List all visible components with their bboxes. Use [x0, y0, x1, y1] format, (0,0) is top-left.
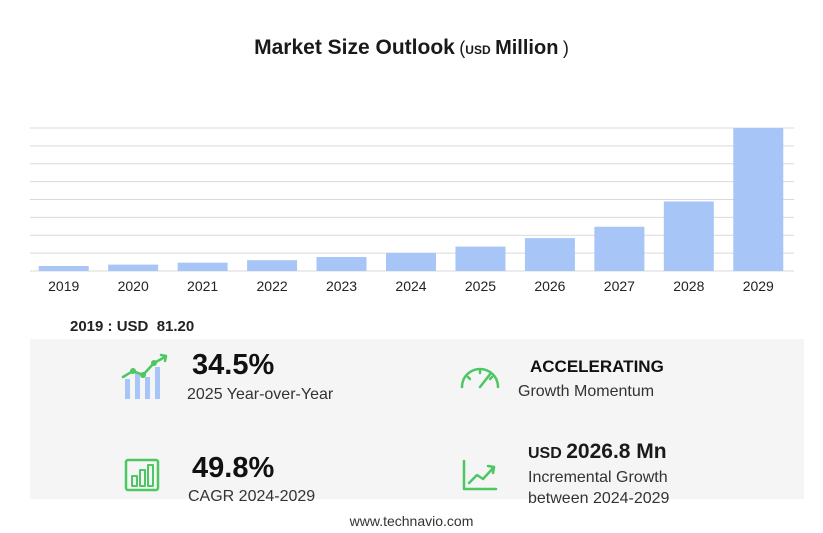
speedometer-icon — [460, 367, 500, 389]
unit-currency: USD — [465, 43, 491, 57]
incremental-label-2: between 2024-2029 — [528, 490, 670, 507]
bar-2022 — [247, 260, 298, 271]
growth-chart-icon — [121, 353, 168, 399]
incremental-value: 2026.8 Mn — [566, 440, 667, 463]
incremental-label-1: Incremental Growth — [528, 469, 668, 486]
cagr-label: CAGR 2024-2029 — [188, 488, 316, 505]
unit-open-paren: ( — [459, 38, 466, 58]
x-tick-2022: 2022 — [257, 278, 288, 294]
bar-2019 — [38, 266, 89, 271]
bar-2021 — [177, 262, 228, 271]
cagr-value: 49.8% — [192, 452, 275, 484]
x-tick-2025: 2025 — [465, 278, 496, 294]
stats-panel: 34.5% 2025 Year-over-Year ACCELERATING G… — [30, 339, 804, 507]
bar-2026 — [524, 238, 575, 271]
x-tick-2027: 2027 — [604, 278, 635, 294]
bar-chart-icon — [124, 458, 160, 492]
momentum-label: Growth Momentum — [518, 383, 655, 400]
x-tick-2028: 2028 — [673, 278, 704, 294]
x-tick-2020: 2020 — [118, 278, 149, 294]
incremental-unit: USD — [528, 445, 562, 462]
chart-title: Market Size Outlook — [254, 36, 455, 59]
base-year-value: 2019 : USD 81.20 — [70, 318, 195, 335]
bar-chart: 2019 2020 2021 2022 2023 2024 2025 2026 2027 2028… — [30, 127, 794, 294]
bar-2029 — [733, 128, 784, 271]
chart-x-ticks: 2019 2020 2021 2022 2023 2024 2025 2026 2027 2028… — [48, 278, 774, 294]
unit-close-paren: ) — [562, 38, 569, 58]
bar-2028 — [663, 201, 714, 271]
bar-2027 — [594, 226, 645, 271]
momentum-value: ACCELERATING — [530, 357, 664, 376]
yoy-value: 34.5% — [192, 349, 275, 381]
x-tick-2029: 2029 — [743, 278, 774, 294]
x-tick-2023: 2023 — [326, 278, 357, 294]
bar-2024 — [386, 252, 436, 271]
trend-line-icon — [462, 459, 498, 491]
x-tick-2024: 2024 — [395, 278, 426, 294]
unit-scale: Million — [495, 37, 559, 59]
bar-2023 — [316, 257, 367, 271]
x-tick-2026: 2026 — [534, 278, 565, 294]
bar-2020 — [108, 264, 159, 271]
bar-2025 — [455, 246, 506, 271]
x-tick-2019: 2019 — [48, 278, 79, 294]
yoy-label: 2025 Year-over-Year — [187, 386, 334, 403]
incremental-value-row: USD 2026.8 Mn — [528, 440, 667, 464]
chart-bars — [38, 128, 784, 271]
footer-url[interactable]: www.technavio.com — [349, 513, 474, 529]
chart-title-row: Market Size Outlook (USD Million ) — [0, 36, 823, 60]
x-tick-2021: 2021 — [187, 278, 218, 294]
